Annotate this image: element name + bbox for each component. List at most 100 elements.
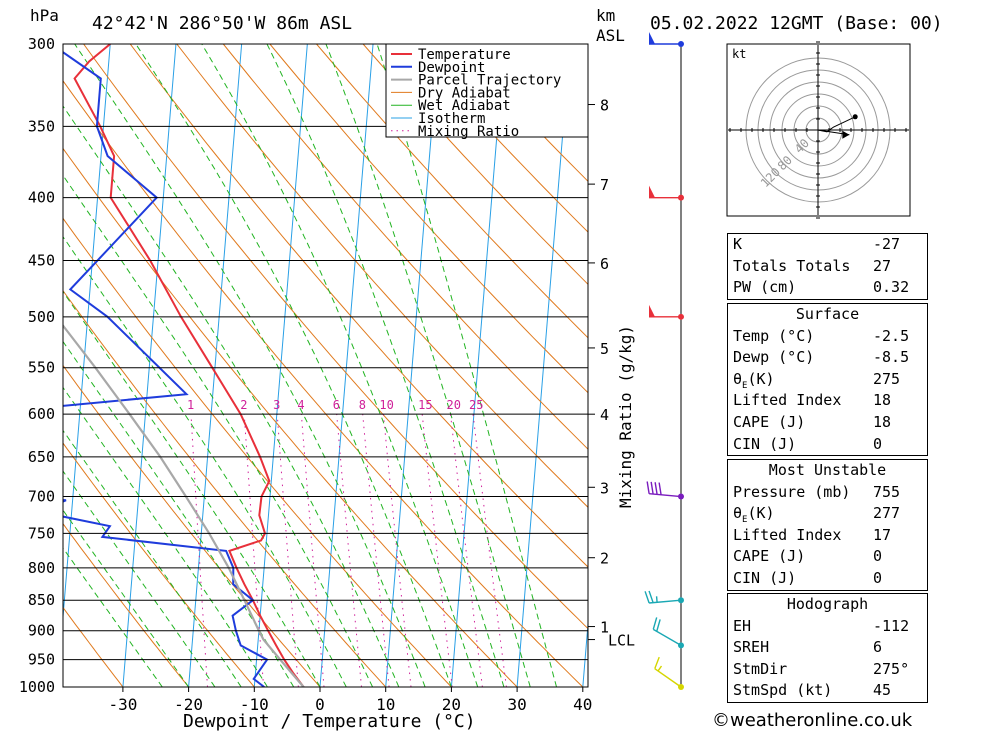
- mu-cape-row: CAPE (J) 0: [733, 547, 883, 566]
- storm-dir-row: StmDir 275°: [733, 659, 910, 678]
- legend-entry: Mixing Ratio: [418, 124, 519, 140]
- pressure-tick-label: 400: [28, 189, 55, 207]
- mixing-ratio-line: [276, 414, 299, 687]
- surface-dewp-row: Dewp (°C) -8.5: [733, 348, 910, 367]
- x-tick-label: 30: [507, 695, 526, 714]
- mixing-ratio-label: 4: [297, 398, 304, 412]
- wet-adiabat-line: [325, 44, 531, 687]
- wet-adiabat-line: [63, 235, 347, 687]
- pressure-tick-label: 700: [28, 488, 55, 506]
- mu-pressure-row: Pressure (mb) 755: [733, 482, 901, 501]
- isotherm-line: [63, 44, 111, 623]
- theta-symbol: θ: [733, 504, 743, 523]
- dry-adiabat-line: [63, 147, 518, 687]
- mixing-ratio-label: 15: [418, 398, 432, 412]
- mixing-ratio-label: 20: [447, 398, 461, 412]
- most-unstable-table: Most Unstable Pressure (mb) 755 θE(K) 277 …: [727, 459, 928, 591]
- isotherm-line: [385, 44, 440, 687]
- pressure-tick-label: 950: [28, 651, 55, 669]
- mu-cin-row: CIN (J) 0: [733, 568, 883, 587]
- hodograph-table: Hodograph EH -112 SREH 6 StmDir 275° StmSpd…: [727, 593, 928, 703]
- wind-barb: [649, 32, 681, 45]
- height-tick-label: 2: [600, 550, 609, 568]
- x-tick-label: 20: [442, 695, 461, 714]
- wet-adiabat-line: [63, 470, 216, 687]
- theta-subscript: E: [742, 380, 748, 391]
- pressure-tick-label: 800: [28, 559, 55, 577]
- x-tick-label: -10: [240, 695, 269, 714]
- surface-temp-row: Temp (°C) -2.5: [733, 326, 910, 345]
- mixing-ratio-label: 3: [273, 398, 280, 412]
- height-tick-label: 3: [600, 479, 609, 497]
- x-axis-title: Dewpoint / Temperature (°C): [183, 711, 476, 732]
- surface-theta-e-row: θE(K) 275: [733, 369, 901, 391]
- isotherm-line: [516, 44, 571, 687]
- legend-entry: Temperature: [418, 47, 511, 63]
- pressure-tick-label: 600: [28, 405, 55, 423]
- sreh-row: SREH 6: [733, 638, 883, 657]
- wind-barb: [649, 185, 681, 199]
- mixing-ratio-labels: 1 2 3 4 6 8 10 15 20 25: [187, 398, 483, 412]
- pressure-tick-label: 750: [28, 524, 55, 542]
- temperature-profile: [73, 44, 305, 687]
- hodograph-table-title: Hodograph: [786, 595, 869, 613]
- legend-entry: Isotherm: [418, 111, 485, 127]
- surface-lifted-index-row: Lifted Index 18: [733, 391, 892, 410]
- hodograph-endpoint: [852, 114, 858, 120]
- pressure-tick-label: 300: [28, 35, 55, 53]
- height-tick-label: 6: [600, 255, 609, 273]
- mixing-ratio-label: 10: [379, 398, 393, 412]
- parcel-trajectory: [63, 323, 305, 687]
- totals-totals-row: Totals Totals 27: [733, 256, 892, 275]
- dry-adiabat-line: [269, 44, 588, 394]
- x-tick-label: -20: [174, 695, 203, 714]
- height-tick-label: 8: [600, 97, 609, 115]
- wet-adiabat-line: [63, 547, 163, 687]
- dry-adiabat-line: [63, 217, 452, 687]
- wind-barb: [649, 304, 681, 318]
- pressure-tick-label: 350: [28, 117, 55, 135]
- mixing-ratio-label: 25: [469, 398, 483, 412]
- axes: 3003504004505005506006507007508008509009…: [19, 35, 635, 714]
- height-tick-label: 1: [600, 619, 609, 637]
- height-tick-label: 4: [600, 406, 609, 424]
- theta-subscript: E: [742, 515, 748, 526]
- legend-entry: Wet Adiabat: [418, 98, 511, 114]
- height-ref-label: ASL: [596, 26, 625, 45]
- wind-barb: [646, 481, 682, 498]
- mixing-ratio-label: 1: [187, 398, 194, 412]
- wind-barb: [654, 656, 682, 688]
- dry-adiabat-line: [222, 44, 588, 450]
- wet-adiabat-line: [74, 44, 426, 687]
- credit-link[interactable]: ©weatheronline.co.uk: [712, 710, 913, 731]
- dry-adiabat-line: [316, 44, 588, 339]
- lcl-label: LCL: [608, 632, 635, 650]
- pressure-tick-label: 550: [28, 359, 55, 377]
- wet-adiabat-line: [135, 44, 452, 687]
- location-label: 42°42'N 286°50'W 86m ASL: [92, 13, 352, 34]
- dry-adiabat-line: [362, 44, 588, 285]
- theta-unit: (K): [747, 369, 775, 388]
- legend-entry: Parcel Trajectory: [418, 73, 561, 89]
- mixing-ratio-line: [243, 414, 265, 687]
- wind-barb: [652, 617, 682, 646]
- plot-frame: [62, 43, 589, 688]
- isotherm-line: [319, 44, 374, 687]
- pressure-unit-label: hPa: [30, 6, 59, 25]
- mixing-ratio-label: 6: [333, 398, 340, 412]
- pressure-tick-label: 500: [28, 308, 55, 326]
- eh-row: EH -112: [733, 616, 910, 635]
- storm-speed-row: StmSpd (kt) 45: [733, 681, 892, 700]
- datetime-label: 05.02.2022 12GMT (Base: 00): [650, 13, 943, 34]
- isotherm-line: [253, 44, 308, 687]
- legend-entry: Dry Adiabat: [418, 85, 511, 101]
- pressure-tick-label: 900: [28, 622, 55, 640]
- dewpoint-profile: [63, 51, 269, 687]
- mixing-ratio-label: 8: [359, 398, 366, 412]
- mixing-ratio-axis-title: Mixing Ratio (g/kg): [616, 325, 635, 508]
- surface-table: Surface Temp (°C) -2.5 Dewp (°C) -8.5 θE(K…: [727, 303, 928, 457]
- x-tick-label: 10: [376, 695, 395, 714]
